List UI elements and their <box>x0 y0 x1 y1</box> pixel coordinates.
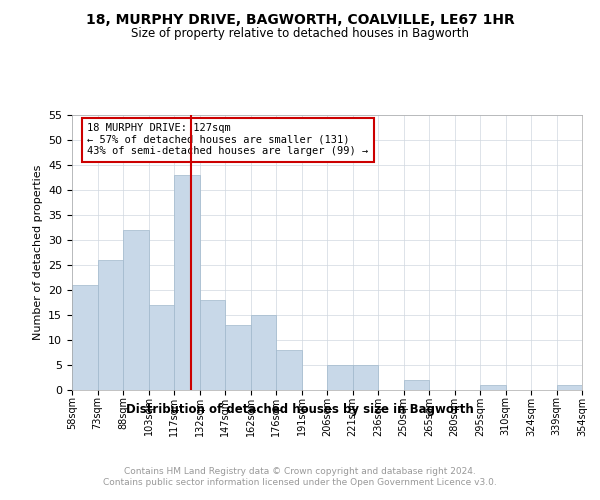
Bar <box>72 285 97 390</box>
Bar <box>174 175 199 390</box>
Text: 18, MURPHY DRIVE, BAGWORTH, COALVILLE, LE67 1HR: 18, MURPHY DRIVE, BAGWORTH, COALVILLE, L… <box>86 12 514 26</box>
Y-axis label: Number of detached properties: Number of detached properties <box>32 165 43 340</box>
Bar <box>149 305 174 390</box>
Bar <box>251 315 276 390</box>
Bar <box>276 350 302 390</box>
Bar <box>97 260 123 390</box>
Bar <box>123 230 149 390</box>
Bar <box>327 365 353 390</box>
Bar <box>480 385 505 390</box>
Bar <box>557 385 582 390</box>
Bar <box>353 365 378 390</box>
Bar <box>199 300 225 390</box>
Text: Contains HM Land Registry data © Crown copyright and database right 2024.
Contai: Contains HM Land Registry data © Crown c… <box>103 468 497 487</box>
Text: Size of property relative to detached houses in Bagworth: Size of property relative to detached ho… <box>131 28 469 40</box>
Text: 18 MURPHY DRIVE: 127sqm
← 57% of detached houses are smaller (131)
43% of semi-d: 18 MURPHY DRIVE: 127sqm ← 57% of detache… <box>88 123 368 156</box>
Bar <box>404 380 429 390</box>
Text: Distribution of detached houses by size in Bagworth: Distribution of detached houses by size … <box>126 402 474 415</box>
Bar <box>225 325 251 390</box>
